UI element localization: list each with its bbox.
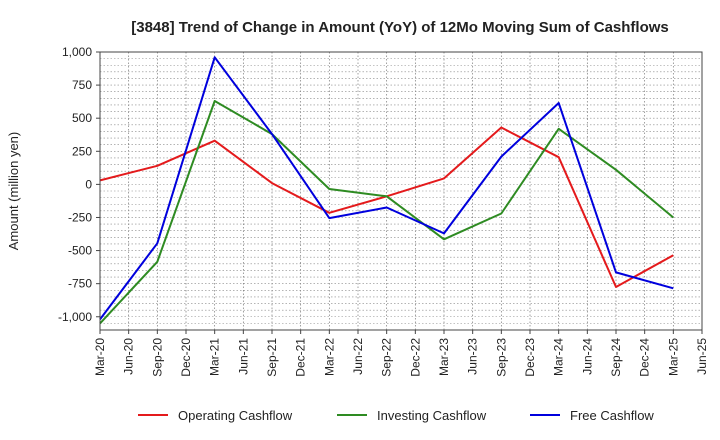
x-tick-label: Dec-21 <box>294 338 308 377</box>
x-tick-label: Dec-24 <box>638 338 652 377</box>
x-tick-label: Dec-23 <box>523 338 537 377</box>
x-axis-ticks: Mar-20 Jun-20 Sep-20 Dec-20 Mar-21 Jun-21 Sep-… <box>93 330 709 377</box>
x-tick-label: Sep-22 <box>380 338 394 377</box>
x-tick-label: Jun-25 <box>695 338 709 375</box>
x-tick-label: Mar-21 <box>208 338 222 376</box>
x-tick-label: Jun-23 <box>466 338 480 375</box>
legend: Operating Cashflow Investing Cashflow Free… <box>138 408 654 423</box>
series-line-investing-cashflow <box>99 100 674 325</box>
x-tick-label: Jun-20 <box>122 338 136 375</box>
legend-label: Investing Cashflow <box>377 408 487 423</box>
y-tick-label: -1,000 <box>58 310 92 324</box>
x-tick-label: Dec-20 <box>179 338 193 377</box>
y-tick-label: -750 <box>68 277 92 291</box>
series-lines <box>99 56 674 325</box>
x-tick-label: Jun-24 <box>580 338 594 375</box>
y-tick-label: 500 <box>72 111 92 125</box>
x-tick-label: Mar-25 <box>666 338 680 376</box>
x-tick-label: Sep-20 <box>150 338 164 377</box>
y-tick-label: 250 <box>72 144 92 158</box>
x-tick-label: Mar-22 <box>322 338 336 376</box>
x-tick-label: Dec-22 <box>408 338 422 377</box>
x-tick-label: Jun-22 <box>351 338 365 375</box>
y-tick-label: -500 <box>68 244 92 258</box>
x-tick-label: Sep-21 <box>265 338 279 377</box>
legend-label: Operating Cashflow <box>178 408 293 423</box>
y-tick-label: 0 <box>85 177 92 191</box>
x-tick-label: Jun-21 <box>236 338 250 375</box>
x-tick-label: Mar-23 <box>437 338 451 376</box>
y-tick-label: 750 <box>72 78 92 92</box>
y-axis-ticks: 1,000 750 500 250 0 -250 -500 -750 -1,000 <box>58 45 100 324</box>
y-tick-label: -250 <box>68 210 92 224</box>
grid <box>99 51 703 331</box>
y-axis-label: Amount (million yen) <box>6 132 21 251</box>
legend-label: Free Cashflow <box>570 408 654 423</box>
x-tick-label: Sep-23 <box>494 338 508 377</box>
series-line-free-cashflow <box>99 56 674 321</box>
x-tick-label: Mar-24 <box>552 338 566 376</box>
plot-frame <box>99 51 703 331</box>
x-tick-label: Mar-20 <box>93 338 107 376</box>
chart-title: [3848] Trend of Change in Amount (YoY) o… <box>131 19 669 36</box>
x-tick-label: Sep-24 <box>609 338 623 377</box>
y-tick-label: 1,000 <box>62 45 92 59</box>
